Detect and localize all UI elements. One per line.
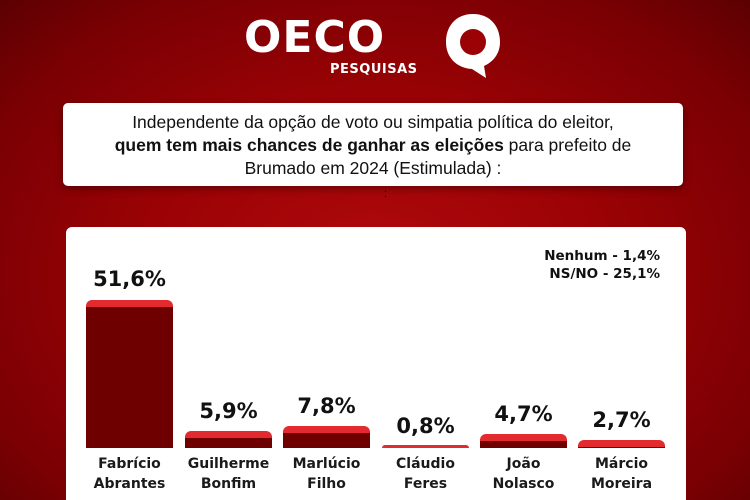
question-line-3: Brumado em 2024 (Estimulada) : [244, 158, 502, 178]
bar-group-joao: 4,7% [480, 227, 567, 448]
label-line: João [506, 456, 541, 472]
bar-group-claudio: 0,8% [382, 227, 469, 448]
bar-label-guilherme: Guilherme Bonfim [175, 454, 282, 494]
bar-value: 4,7% [494, 402, 553, 426]
label-line: Marlúcio [292, 456, 361, 472]
label-line: Feres [403, 476, 448, 492]
label-line: Filho [307, 476, 346, 492]
bar-value: 2,7% [592, 408, 651, 432]
question-box: Independente da opção de voto ou simpati… [63, 103, 683, 186]
bar [283, 426, 370, 448]
question-emphasis: quem tem mais chances de ganhar as eleiç… [114, 135, 504, 155]
bar-label-joao: João Nolasco [470, 454, 577, 494]
label-line: Fabrício [98, 456, 161, 472]
question-line-2: quem tem mais chances de ganhar as eleiç… [63, 134, 683, 157]
bar [382, 445, 469, 448]
question-line-1: Independente da opção de voto ou simpati… [132, 112, 614, 132]
legend-nsno: NS/NO - 25,1% [549, 266, 660, 282]
brand-logo: OECO PESQUISAS [0, 6, 750, 86]
label-line: Abrantes [93, 476, 166, 492]
bar-label-fabricio: Fabrício Abrantes [76, 454, 183, 494]
label-line: Guilherme [187, 456, 270, 472]
bar-label-marlucio: Marlúcio Filho [273, 454, 380, 494]
bar [578, 440, 665, 448]
bar-group-marcio: 2,7% [578, 227, 665, 448]
bar-group-marlucio: 7,8% [283, 227, 370, 448]
chart-legend: Nenhum - 1,4% NS/NO - 25,1% [544, 247, 660, 283]
logo-subtitle: PESQUISAS [330, 62, 418, 77]
label-line: Bonfim [200, 476, 257, 492]
label-line: Moreira [590, 476, 653, 492]
label-line: Nolasco [492, 476, 555, 492]
bar [185, 431, 272, 448]
bar-group-guilherme: 5,9% [185, 227, 272, 448]
colon-mark: · · [384, 187, 388, 203]
bar-label-marcio: Márcio Moreira [568, 454, 675, 494]
logo-wordmark: OECO [244, 12, 386, 63]
label-line: Márcio [595, 456, 648, 472]
label-line: Cláudio [396, 456, 455, 472]
bar-label-claudio: Cláudio Feres [372, 454, 479, 494]
bar [480, 434, 567, 448]
speech-bubble-logo-icon [446, 14, 500, 78]
bar-value: 0,8% [396, 414, 455, 438]
bar-value: 5,9% [199, 399, 258, 423]
bar-value: 51,6% [93, 267, 166, 291]
legend-nenhum: Nenhum - 1,4% [544, 248, 660, 264]
question-line-2-rest: para prefeito de [503, 135, 632, 155]
bar [86, 300, 173, 448]
bar-value: 7,8% [297, 394, 356, 418]
bar-group-fabricio: 51,6% [86, 227, 173, 448]
chart-panel: Nenhum - 1,4% NS/NO - 25,1% 51,6% 5,9% 7… [66, 227, 686, 500]
